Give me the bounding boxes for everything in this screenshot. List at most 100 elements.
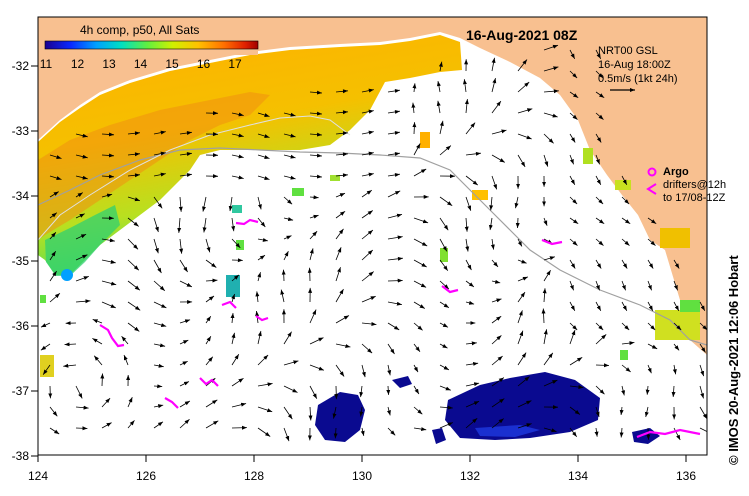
lon-tick-label: 130	[352, 469, 372, 483]
current-vector	[153, 404, 164, 409]
current-vector	[205, 315, 212, 324]
current-vector	[439, 385, 451, 391]
current-vector	[595, 154, 600, 165]
current-vector	[49, 250, 57, 261]
current-vector	[595, 112, 604, 120]
current-vector	[283, 235, 292, 240]
current-vector	[127, 420, 135, 429]
current-vector	[517, 291, 526, 303]
current-vector	[411, 102, 416, 114]
current-vector	[543, 154, 549, 167]
current-vector	[543, 89, 559, 94]
current-vector	[205, 278, 218, 283]
current-vector	[100, 373, 105, 387]
current-vector	[101, 193, 113, 198]
current-vector	[569, 70, 578, 79]
current-vector	[619, 427, 624, 438]
colorbar-tick-label: 12	[71, 57, 85, 71]
sst-warm-core	[38, 92, 270, 240]
current-vector	[595, 280, 600, 291]
current-vector	[333, 427, 338, 439]
current-vector	[359, 406, 364, 417]
current-vector	[361, 271, 374, 282]
current-vector	[595, 91, 605, 99]
current-vector	[93, 355, 103, 366]
current-vector	[231, 112, 244, 117]
current-vector	[543, 269, 551, 282]
current-vector	[153, 384, 163, 389]
current-vector	[335, 288, 344, 303]
current-vector	[127, 397, 133, 408]
current-vector	[465, 382, 480, 387]
current-vector	[699, 322, 707, 331]
current-vector	[413, 343, 421, 352]
current-vector	[361, 189, 373, 198]
current-vector	[309, 248, 314, 261]
current-info: NRT00 GSL 16-Aug 18:00Z 0.5m/s (1kt 24h)	[598, 45, 677, 92]
current-vector	[231, 274, 240, 282]
colorbar-title: 4h comp, p50, All Sats	[80, 23, 199, 37]
current-vector	[595, 301, 602, 311]
current-vector	[491, 418, 504, 429]
current-vector	[465, 400, 480, 408]
current-vector	[569, 175, 576, 185]
current-vector	[308, 406, 313, 421]
current-vector	[123, 354, 129, 366]
current-vector	[231, 217, 236, 232]
current-vector	[439, 217, 449, 231]
current-vector	[436, 100, 441, 114]
current-vector	[436, 81, 441, 93]
current-vector	[595, 196, 604, 205]
current-vector	[595, 259, 602, 269]
current-vector	[541, 308, 546, 324]
current-vector	[491, 259, 499, 268]
current-vector	[595, 175, 602, 185]
current-vector	[465, 300, 475, 305]
current-vector	[517, 330, 524, 345]
current-vector	[153, 363, 164, 368]
argo-marker-icon	[647, 167, 657, 177]
current-vector	[309, 153, 323, 158]
current-vector	[283, 217, 294, 221]
current-vector	[127, 238, 139, 250]
current-vector	[491, 315, 502, 324]
current-vector	[257, 196, 262, 210]
current-vector	[647, 217, 657, 225]
current-vector	[177, 217, 182, 233]
lat-tick-label: -34	[12, 189, 30, 203]
current-vector	[647, 259, 654, 269]
current-vector	[491, 154, 506, 163]
lon-tick-label: 124	[28, 469, 48, 483]
current-vector	[621, 175, 628, 185]
current-vector	[101, 238, 115, 243]
current-vector	[491, 335, 502, 345]
current-vector	[361, 172, 374, 177]
current-vector	[413, 301, 426, 309]
current-vector	[49, 292, 61, 303]
current-vector	[542, 288, 547, 303]
current-vector	[543, 427, 557, 433]
current-vector	[569, 196, 578, 205]
current-vector	[647, 343, 658, 350]
current-vector	[179, 339, 189, 345]
current-vector	[699, 406, 707, 420]
current-vector	[465, 196, 472, 211]
current-vector	[153, 217, 159, 233]
current-vector	[569, 259, 576, 269]
current-vector	[75, 276, 89, 282]
current-vector	[645, 385, 650, 395]
current-vector	[387, 88, 400, 93]
current-vector	[517, 259, 527, 264]
current-vector	[281, 269, 286, 282]
current-vector	[205, 259, 217, 268]
current-vector	[647, 364, 652, 374]
current-vector	[491, 129, 507, 135]
current-vector	[153, 280, 166, 291]
current-vectors	[40, 44, 707, 442]
current-vector	[75, 192, 84, 198]
current-vector	[257, 406, 273, 413]
current-vector	[517, 81, 530, 93]
current-vector	[595, 406, 600, 418]
current-vector	[153, 301, 167, 309]
sst-patches	[40, 132, 700, 377]
